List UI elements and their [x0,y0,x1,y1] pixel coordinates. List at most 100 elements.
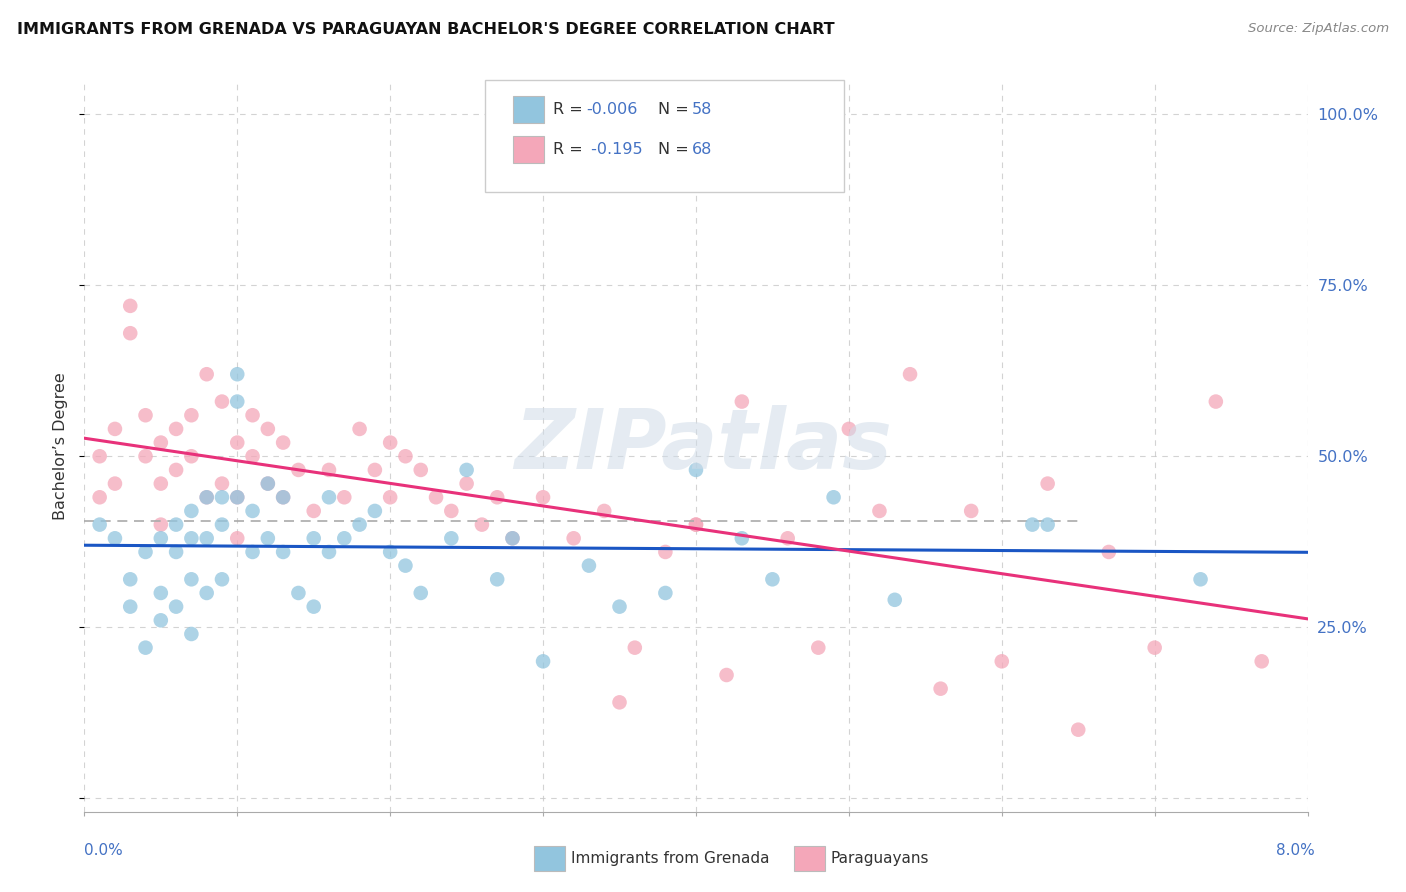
Text: 0.0%: 0.0% [84,843,124,858]
Text: ZIPatlas: ZIPatlas [515,406,891,486]
Point [1205,394,1227,409]
Point [531,654,554,668]
Point [318,545,340,559]
Point [425,490,447,504]
Point [333,531,356,545]
Point [349,517,371,532]
Point [135,545,157,559]
Point [149,476,172,491]
Point [149,586,172,600]
Text: R =: R = [553,143,588,157]
Text: -0.006: -0.006 [586,103,638,117]
Point [165,422,187,436]
Point [609,695,631,709]
Point [149,435,172,450]
Point [226,435,249,450]
Point [394,558,416,573]
Point [502,531,524,545]
Point [135,640,157,655]
Point [440,531,463,545]
Point [1067,723,1090,737]
Point [149,613,172,627]
Point [211,394,233,409]
Point [807,640,830,655]
Point [180,449,202,463]
Point [380,490,402,504]
Point [318,463,340,477]
Text: N =: N = [658,103,695,117]
Point [716,668,738,682]
Point [195,368,218,382]
Point [302,504,325,518]
Point [120,299,142,313]
Point [226,490,249,504]
Point [226,531,249,545]
Point [195,490,218,504]
Point [409,463,432,477]
Point [380,545,402,559]
Point [838,422,860,436]
Point [685,463,707,477]
Y-axis label: Bachelor’s Degree: Bachelor’s Degree [53,372,69,520]
Point [869,504,891,518]
Point [776,531,799,545]
Point [165,599,187,614]
Point [195,586,218,600]
Point [195,531,218,545]
Point [271,545,294,559]
Point [823,490,845,504]
Point [471,517,494,532]
Point [302,531,325,545]
Point [89,517,111,532]
Point [271,490,294,504]
Point [364,463,387,477]
Point [104,422,127,436]
Point [731,531,754,545]
Text: R =: R = [553,103,588,117]
Point [180,627,202,641]
Point [120,599,142,614]
Point [1036,476,1059,491]
Point [456,463,478,477]
Point [409,586,432,600]
Point [1098,545,1121,559]
Point [165,463,187,477]
Point [135,449,157,463]
Point [89,449,111,463]
Point [242,409,264,423]
Point [456,476,478,491]
Text: Immigrants from Grenada: Immigrants from Grenada [571,851,769,865]
Point [257,476,280,491]
Point [226,394,249,409]
Point [624,640,647,655]
Point [593,504,616,518]
Text: Source: ZipAtlas.com: Source: ZipAtlas.com [1249,22,1389,36]
Point [929,681,952,696]
Point [226,490,249,504]
Point [609,599,631,614]
Point [211,572,233,586]
Point [120,572,142,586]
Point [685,517,707,532]
Point [883,592,905,607]
Point [531,490,554,504]
Point [898,368,921,382]
Point [165,517,187,532]
Point [1021,517,1043,532]
Text: N =: N = [658,143,695,157]
Point [761,572,783,586]
Text: 8.0%: 8.0% [1275,843,1315,858]
Point [318,490,340,504]
Point [226,368,249,382]
Point [287,586,309,600]
Text: 58: 58 [692,103,711,117]
Point [180,572,202,586]
Point [165,545,187,559]
Point [287,463,309,477]
Point [578,558,600,573]
Point [440,504,463,518]
Point [960,504,983,518]
Point [257,476,280,491]
Point [562,531,585,545]
Point [242,504,264,518]
